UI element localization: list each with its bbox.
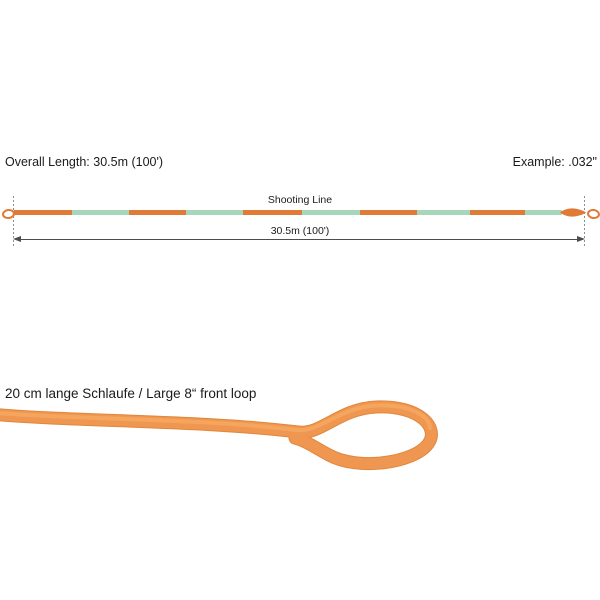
dimension-arrowhead-left [13,236,21,242]
shooting-line-label: Shooting Line [267,194,333,206]
line-segment-orange [14,210,72,215]
line-segment-green [72,210,129,215]
dimension-line [19,239,579,240]
rope-highlight [0,403,432,433]
dimension-label: 30.5m (100') [270,225,330,237]
dimension-arrowhead-right [577,236,585,242]
line-segment-orange [243,210,302,215]
overall-length-text: Overall Length: 30.5m (100') [5,155,164,169]
front-loop-photo [0,400,438,471]
right-extension-dashed-line [584,196,585,246]
right-welded-loop-icon [586,208,600,220]
line-segment-orange [360,210,417,215]
line-segment-orange [470,210,525,215]
left-extension-dashed-line [13,196,14,246]
line-segment-green [525,210,562,215]
line-segments [14,210,562,215]
line-segment-green [186,210,243,215]
line-segment-green [417,210,470,215]
front-loop-caption: 20 cm lange Schlaufe / Large 8“ front lo… [5,386,257,401]
line-segment-orange [129,210,186,215]
line-taper-tip [560,208,586,217]
example-diameter-text: Example: .032" [512,155,597,169]
taper-shape [560,208,586,217]
line-segment-green [302,210,360,215]
